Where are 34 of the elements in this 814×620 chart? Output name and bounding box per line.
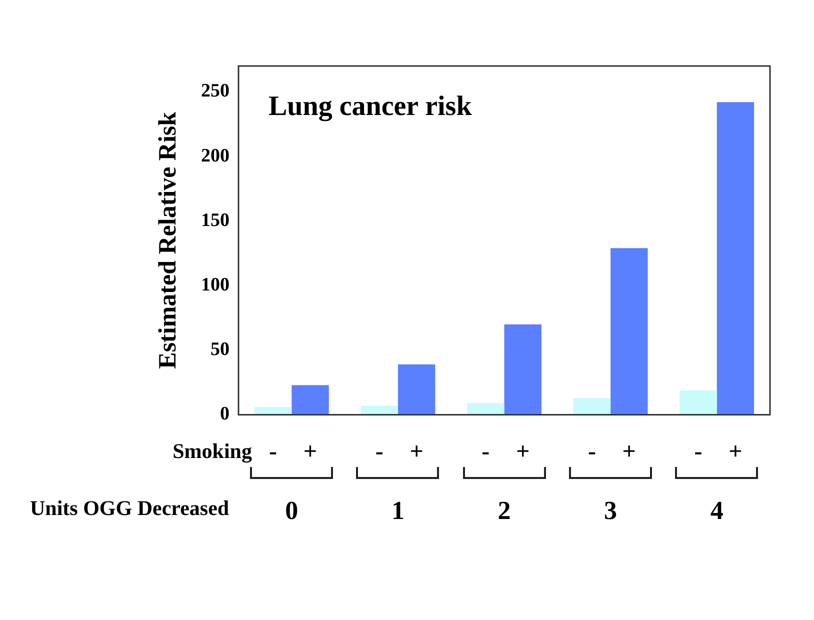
y-tick-label: 150 (201, 210, 230, 231)
text: - (375, 439, 384, 466)
y-tick-label: 0 (220, 404, 230, 425)
bar (398, 364, 436, 415)
bar (716, 102, 754, 415)
x-tick-label: 0 (285, 496, 298, 526)
text: Lung cancer risk (268, 91, 472, 122)
text: - (694, 439, 702, 466)
text: + (516, 439, 530, 466)
x-tick-label: 3 (604, 496, 618, 526)
text: + (622, 439, 636, 466)
text: + (410, 439, 424, 466)
bar (680, 390, 717, 415)
y-tick-label: 100 (201, 274, 230, 296)
bar (610, 248, 648, 415)
y-tick-label: 200 (201, 145, 230, 166)
bar (467, 403, 504, 415)
x-tick-label: 2 (498, 496, 511, 526)
x-axis-title: Units OGG Decreased (30, 496, 230, 520)
bar (504, 324, 542, 415)
series-label: - (269, 439, 278, 466)
y-axis-title: Estimated Relative Risk (154, 112, 182, 369)
x-tick-label: 1 (391, 496, 404, 526)
bar (292, 385, 329, 415)
text: + (728, 439, 742, 466)
text: - (482, 439, 490, 466)
text: - (588, 439, 596, 466)
series-label: + (303, 439, 318, 466)
bar (254, 407, 292, 415)
y-tick-label: 50 (210, 339, 230, 360)
y-tick-label: 250 (201, 80, 230, 102)
x-tick-label: 4 (710, 496, 724, 526)
bar (573, 398, 611, 415)
legend-title: Smoking (172, 439, 252, 464)
